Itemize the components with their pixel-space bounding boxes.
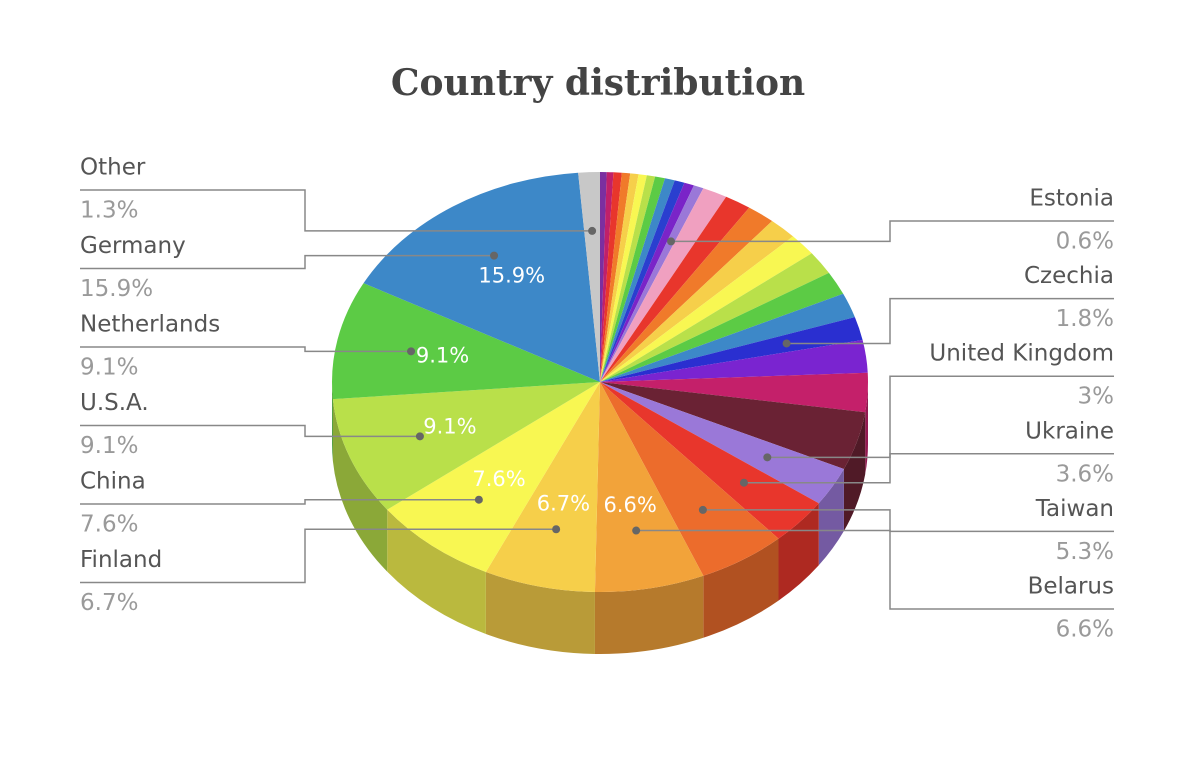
legend-value: 1.3% [80, 198, 138, 224]
leader-line [767, 375, 1114, 459]
slice-side [703, 538, 779, 638]
slice [600, 372, 868, 413]
legend-value: 15.9% [80, 276, 153, 302]
leader-line [80, 528, 557, 584]
legend-value: 6.7% [80, 590, 138, 616]
slice [332, 382, 600, 510]
legend-label: Taiwan [1035, 496, 1114, 522]
slice-side [843, 412, 866, 532]
slice [600, 176, 666, 382]
slice [600, 178, 675, 382]
slice [600, 293, 855, 382]
legend-label: Germany [80, 233, 186, 259]
legend-label: Ukraine [1025, 418, 1114, 444]
chart-title: Country distribution [391, 62, 805, 104]
slice [600, 253, 829, 382]
slice [600, 236, 812, 382]
legend-label: Estonia [1029, 186, 1114, 212]
slice [600, 196, 750, 382]
slice [600, 221, 794, 382]
slice [600, 382, 866, 470]
leader-dot [415, 432, 424, 441]
slice [600, 172, 631, 382]
slice [600, 172, 607, 382]
leader-line [80, 254, 495, 270]
leader-dot [739, 478, 748, 487]
slice [600, 174, 647, 382]
leader-line [80, 346, 412, 353]
legend-value: 1.8% [1056, 306, 1114, 332]
leader-line [743, 453, 1114, 484]
data-label: 9.1% [416, 343, 469, 367]
legend-value: 7.6% [80, 512, 138, 538]
slice [578, 172, 600, 382]
legend-label: U.S.A. [80, 390, 149, 416]
leader-line [671, 220, 1114, 243]
leader-dot [632, 526, 641, 535]
slice [600, 172, 622, 382]
leader-dot [588, 226, 597, 235]
leader-dot [667, 237, 676, 246]
data-label: 7.6% [472, 467, 525, 491]
legend-label: United Kingdom [929, 341, 1114, 367]
leader-line [636, 529, 1114, 610]
legend-label: Czechia [1024, 263, 1114, 289]
slice-side [387, 509, 486, 635]
slice [594, 382, 704, 593]
legend-label: Belarus [1028, 574, 1114, 600]
leader-dot [490, 251, 499, 260]
legend-value: 3% [1078, 384, 1115, 410]
slice [600, 382, 844, 504]
leader-dot [552, 525, 561, 534]
slice-side [485, 572, 595, 654]
legend-value: 9.1% [80, 355, 138, 381]
legend-value: 0.6% [1056, 229, 1114, 255]
slice [387, 382, 600, 573]
data-label: 6.7% [537, 492, 590, 516]
slice-side [818, 469, 844, 566]
slice [600, 382, 819, 539]
legend-label: Other [80, 155, 146, 181]
legend-label: China [80, 469, 146, 495]
slice [600, 207, 773, 382]
leader-line [80, 189, 593, 232]
slice-side [865, 382, 868, 475]
leader-dot [698, 505, 707, 514]
data-label: 6.6% [603, 493, 656, 517]
slice [600, 272, 844, 382]
slice-side [594, 575, 704, 654]
legend-value: 3.6% [1056, 461, 1114, 487]
slice [485, 382, 600, 592]
slice-side [778, 503, 819, 601]
slice [600, 173, 639, 382]
data-label: 9.1% [423, 414, 476, 438]
legend-value: 6.6% [1056, 617, 1114, 643]
slice-side [332, 382, 333, 462]
slice [332, 283, 600, 400]
leader-dot [782, 339, 791, 348]
leader-line [80, 498, 479, 505]
slice [600, 175, 656, 382]
data-label: 15.9% [478, 264, 545, 288]
leader-line [786, 297, 1114, 345]
slice [600, 180, 685, 382]
slice [600, 182, 694, 382]
slice [600, 340, 868, 382]
leader-line [80, 424, 420, 438]
leader-dot [763, 453, 772, 462]
leader-dot [407, 347, 416, 356]
legend-label: Netherlands [80, 312, 220, 338]
slice [600, 188, 727, 382]
legend-label: Finland [80, 547, 162, 573]
leader-line [702, 509, 1114, 533]
slice [600, 317, 863, 382]
legend-value: 9.1% [80, 433, 138, 459]
slice [363, 172, 600, 382]
legend-value: 5.3% [1056, 539, 1114, 565]
slice [600, 185, 704, 382]
slice [600, 172, 614, 382]
slice [600, 382, 779, 576]
leader-dot [474, 495, 483, 504]
